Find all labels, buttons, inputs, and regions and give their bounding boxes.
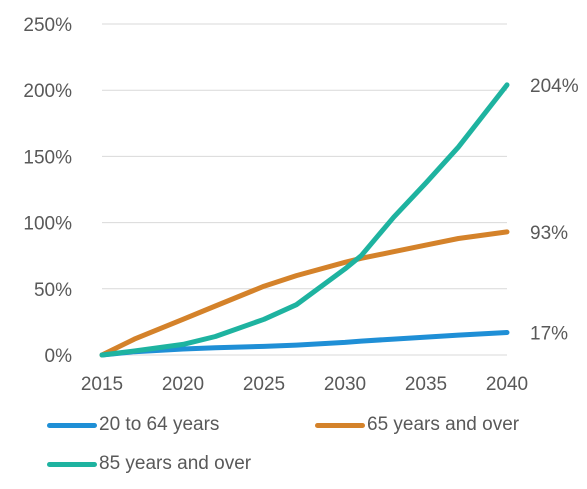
legend-item-2: 85 years and over — [47, 453, 251, 475]
x-axis-tick-labels: 2015 2020 2025 2030 2035 2040 — [81, 374, 528, 395]
y-tick-label: 50% — [34, 280, 72, 301]
series-line-2 — [99, 82, 510, 358]
series-line-0 — [99, 330, 510, 358]
legend-label-0: 20 to 64 years — [99, 414, 220, 435]
legend-swatch-2 — [47, 461, 97, 467]
legend-swatch-0 — [47, 422, 97, 428]
legend-item-1: 65 years and over — [315, 414, 519, 436]
end-data-labels: 17% 93% 204% — [530, 76, 579, 345]
x-tick-label: 2015 — [81, 374, 123, 395]
data-label-0: 17% — [530, 323, 568, 344]
series-lines — [99, 82, 510, 358]
series-line-1 — [99, 229, 510, 358]
y-axis-tick-labels: 0% 50% 100% 150% 200% 250% — [23, 15, 72, 367]
legend-label-2: 85 years and over — [99, 453, 252, 474]
legend-swatch-1 — [315, 422, 365, 428]
x-tick-label: 2040 — [486, 374, 528, 395]
x-tick-label: 2020 — [162, 374, 204, 395]
data-label-1: 93% — [530, 223, 568, 244]
y-tick-label: 200% — [23, 81, 72, 102]
legend-item-0: 20 to 64 years — [47, 414, 219, 436]
y-tick-label: 0% — [45, 346, 73, 367]
y-tick-label: 100% — [23, 214, 72, 235]
x-tick-label: 2035 — [405, 374, 447, 395]
y-tick-label: 150% — [23, 147, 72, 168]
data-label-2: 204% — [530, 76, 579, 97]
legend: 20 to 64 years 65 years and over 85 year… — [0, 414, 587, 489]
line-chart: 0%50%100%150%200%250% 2015 2020 2025 2030 20… — [23, 15, 579, 395]
y-tick-label: 250% — [23, 15, 72, 36]
x-tick-label: 2025 — [243, 374, 285, 395]
legend-label-1: 65 years and over — [367, 414, 520, 435]
x-tick-label: 2030 — [324, 374, 366, 395]
gridlines — [102, 23, 507, 356]
